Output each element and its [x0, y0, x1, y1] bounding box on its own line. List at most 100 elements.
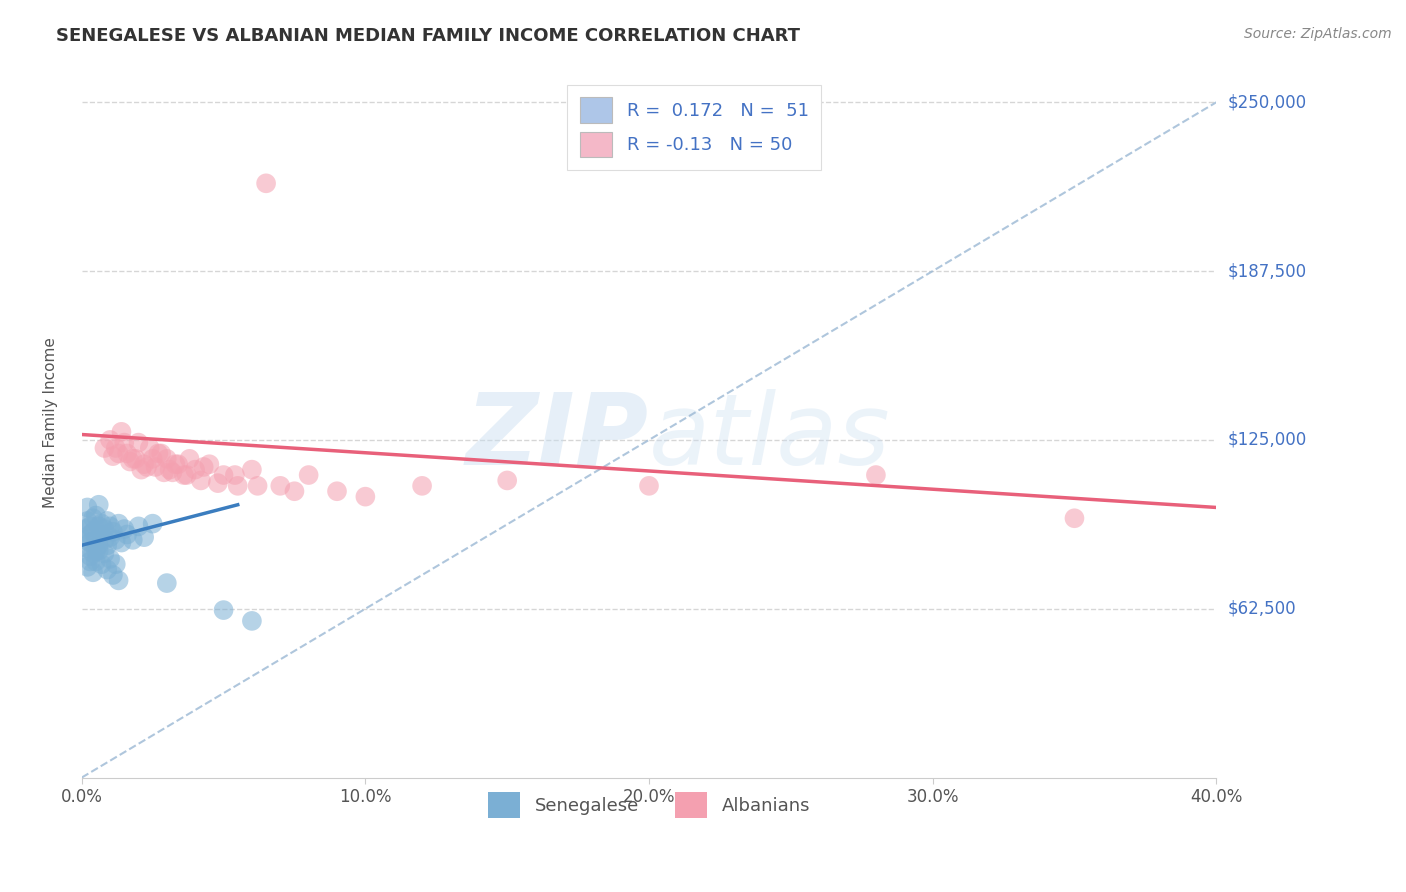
Point — [93, 441, 115, 455]
Point — [212, 603, 235, 617]
Point — [101, 568, 124, 582]
Point — [76, 560, 98, 574]
Point — [73, 522, 96, 536]
Text: $62,500: $62,500 — [1227, 599, 1296, 618]
Point — [156, 576, 179, 591]
Point — [176, 468, 198, 483]
Point — [90, 527, 112, 541]
Text: SENEGALESE VS ALBANIAN MEDIAN FAMILY INCOME CORRELATION CHART: SENEGALESE VS ALBANIAN MEDIAN FAMILY INC… — [56, 27, 800, 45]
Point — [76, 541, 98, 555]
Point — [145, 459, 167, 474]
Text: atlas: atlas — [650, 389, 890, 486]
Point — [107, 574, 129, 588]
Point — [84, 543, 107, 558]
Point — [496, 474, 519, 488]
Point — [79, 535, 101, 549]
Point — [865, 468, 887, 483]
Point — [254, 177, 277, 191]
Point — [79, 527, 101, 541]
Point — [240, 614, 263, 628]
Point — [90, 557, 112, 571]
Point — [124, 451, 146, 466]
Point — [139, 441, 162, 455]
Point — [129, 462, 152, 476]
Point — [87, 543, 110, 558]
Point — [82, 524, 104, 539]
Point — [153, 466, 176, 480]
Point — [269, 479, 291, 493]
Point — [156, 451, 179, 466]
Point — [167, 457, 190, 471]
Point — [93, 546, 115, 560]
Point — [165, 457, 187, 471]
Point — [84, 533, 107, 547]
Text: ZIP: ZIP — [465, 389, 650, 486]
Point — [82, 566, 104, 580]
Point — [93, 522, 115, 536]
Point — [179, 451, 201, 466]
Text: $250,000: $250,000 — [1227, 94, 1306, 112]
Point — [93, 533, 115, 547]
Point — [283, 484, 305, 499]
Point — [112, 522, 135, 536]
Point — [87, 519, 110, 533]
Point — [134, 530, 156, 544]
Point — [98, 519, 121, 533]
Point — [84, 508, 107, 523]
Point — [79, 519, 101, 533]
Point — [207, 476, 229, 491]
Point — [142, 451, 165, 466]
Text: $187,500: $187,500 — [1227, 262, 1306, 280]
Point — [136, 459, 159, 474]
Point — [79, 549, 101, 563]
Point — [107, 446, 129, 460]
Point — [101, 524, 124, 539]
Point — [98, 551, 121, 566]
Point — [150, 446, 173, 460]
Point — [96, 538, 118, 552]
Point — [148, 446, 170, 460]
Point — [115, 527, 138, 541]
Point — [107, 516, 129, 531]
Point — [76, 500, 98, 515]
Point — [184, 462, 207, 476]
Point — [82, 546, 104, 560]
Point — [98, 433, 121, 447]
Point — [87, 538, 110, 552]
Point — [246, 479, 269, 493]
Point — [118, 454, 141, 468]
Point — [638, 479, 661, 493]
Point — [134, 457, 156, 471]
Point — [82, 511, 104, 525]
Point — [173, 468, 195, 483]
Point — [226, 479, 249, 493]
Legend: Senegalese, Albanians: Senegalese, Albanians — [481, 785, 818, 825]
Point — [104, 441, 127, 455]
Point — [162, 466, 184, 480]
Point — [224, 468, 246, 483]
Point — [84, 554, 107, 568]
Point — [104, 533, 127, 547]
Point — [110, 425, 132, 439]
Point — [79, 554, 101, 568]
Point — [212, 468, 235, 483]
Point — [127, 435, 149, 450]
Point — [193, 459, 215, 474]
Point — [1063, 511, 1085, 525]
Point — [104, 557, 127, 571]
Point — [121, 533, 143, 547]
Point — [240, 462, 263, 476]
Point — [115, 446, 138, 460]
Point — [127, 519, 149, 533]
Point — [96, 514, 118, 528]
Point — [110, 535, 132, 549]
Point — [101, 449, 124, 463]
Text: $125,000: $125,000 — [1227, 431, 1306, 449]
Point — [298, 468, 321, 483]
Point — [76, 514, 98, 528]
Point — [198, 457, 221, 471]
Point — [159, 462, 181, 476]
Point — [96, 563, 118, 577]
Point — [87, 498, 110, 512]
Point — [73, 533, 96, 547]
